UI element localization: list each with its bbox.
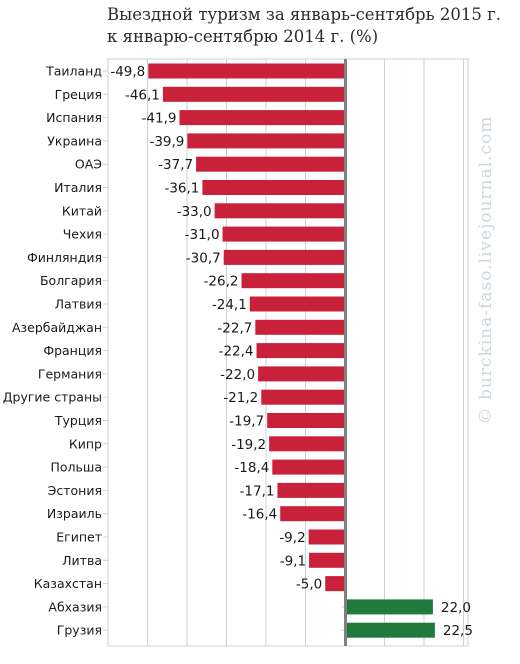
bar <box>162 86 345 102</box>
category-label: Болгария <box>40 273 102 288</box>
bar <box>202 180 345 195</box>
labels: Таиланд -49,8 Греция -46,1 Испания -41,9 Украи… <box>3 64 473 640</box>
category-label: Украина <box>47 133 102 148</box>
bar <box>255 319 345 335</box>
bar <box>249 296 345 312</box>
data-label: -9,2 <box>279 530 305 546</box>
data-label: -37,7 <box>158 157 193 173</box>
category-label: Греция <box>55 87 102 102</box>
data-label: -36,1 <box>164 181 199 197</box>
data-label: -31,0 <box>185 227 220 243</box>
data-label: -9,1 <box>280 553 306 569</box>
data-label: -49,8 <box>110 64 145 80</box>
data-label: -22,0 <box>220 367 255 383</box>
bar <box>256 343 345 359</box>
data-label: 22,0 <box>441 600 471 616</box>
watermark: © burckina-faso.livejournal.com <box>476 115 496 425</box>
bar <box>267 413 345 428</box>
grid-lines <box>103 58 469 647</box>
category-label: Польша <box>50 460 102 475</box>
bar <box>222 226 345 242</box>
bar <box>148 63 345 79</box>
data-label: -18,4 <box>234 460 269 476</box>
bar <box>277 482 345 498</box>
zero-axis-line <box>344 59 347 646</box>
category-label: Эстония <box>48 483 102 498</box>
data-label: -19,7 <box>229 414 264 430</box>
bar <box>346 622 435 638</box>
bar <box>280 506 345 522</box>
bar <box>346 599 433 615</box>
bar <box>241 273 345 289</box>
data-label: -21,2 <box>223 390 258 406</box>
bar <box>269 436 345 452</box>
bars <box>148 59 435 646</box>
category-label: Франция <box>43 343 102 358</box>
category-label: Азербайджан <box>12 320 102 335</box>
category-label: Таиланд <box>45 64 102 79</box>
bar <box>179 110 345 126</box>
category-label: Казахстан <box>34 576 102 591</box>
data-label: -30,7 <box>186 250 221 266</box>
category-label: Литва <box>62 553 102 568</box>
category-label: Другие страны <box>3 390 102 405</box>
category-label: Финляндия <box>27 250 102 265</box>
category-label: Турция <box>54 413 102 428</box>
category-label: Египет <box>56 530 102 545</box>
data-label: -5,0 <box>296 577 322 593</box>
data-label: -24,1 <box>212 297 247 313</box>
bar <box>187 133 345 149</box>
chart-title-line-1: Выездной туризм за январь-сентябрь 2015 … <box>107 5 501 24</box>
category-label: Италия <box>54 180 102 195</box>
data-label: -16,4 <box>242 507 277 523</box>
bar <box>258 366 345 382</box>
category-label: Кипр <box>69 436 102 451</box>
data-label: -39,9 <box>149 134 184 150</box>
category-label: Израиль <box>47 506 102 521</box>
bar <box>196 156 345 172</box>
bar <box>309 552 345 568</box>
bar <box>325 576 345 592</box>
data-label: -46,1 <box>125 87 160 103</box>
data-label: 22,5 <box>443 623 473 639</box>
data-label: -17,1 <box>240 483 275 499</box>
data-label: -26,2 <box>204 274 239 290</box>
chart-title: Выездной туризм за январь-сентябрь 2015 … <box>107 4 517 48</box>
chart-title-line-2: к январю-сентябрю 2014 г. (%) <box>107 27 379 46</box>
data-label: -19,2 <box>231 437 266 453</box>
category-label: Испания <box>46 110 102 125</box>
category-label: Чехия <box>63 227 102 242</box>
category-label: Абхазия <box>48 599 102 614</box>
data-label: -33,0 <box>177 204 212 220</box>
bar <box>214 203 345 219</box>
data-label: -22,7 <box>217 320 252 336</box>
data-label: -41,9 <box>142 111 177 127</box>
category-label: Латвия <box>55 297 102 312</box>
category-label: Грузия <box>57 623 102 638</box>
plot-frame <box>107 58 469 647</box>
bar <box>308 529 345 545</box>
category-label: Германия <box>38 366 102 381</box>
category-label: ОАЭ <box>75 157 102 172</box>
bar <box>223 249 345 265</box>
bar <box>272 459 345 475</box>
category-label: Китай <box>62 203 102 218</box>
bar <box>261 389 345 405</box>
data-label: -22,4 <box>219 344 254 360</box>
